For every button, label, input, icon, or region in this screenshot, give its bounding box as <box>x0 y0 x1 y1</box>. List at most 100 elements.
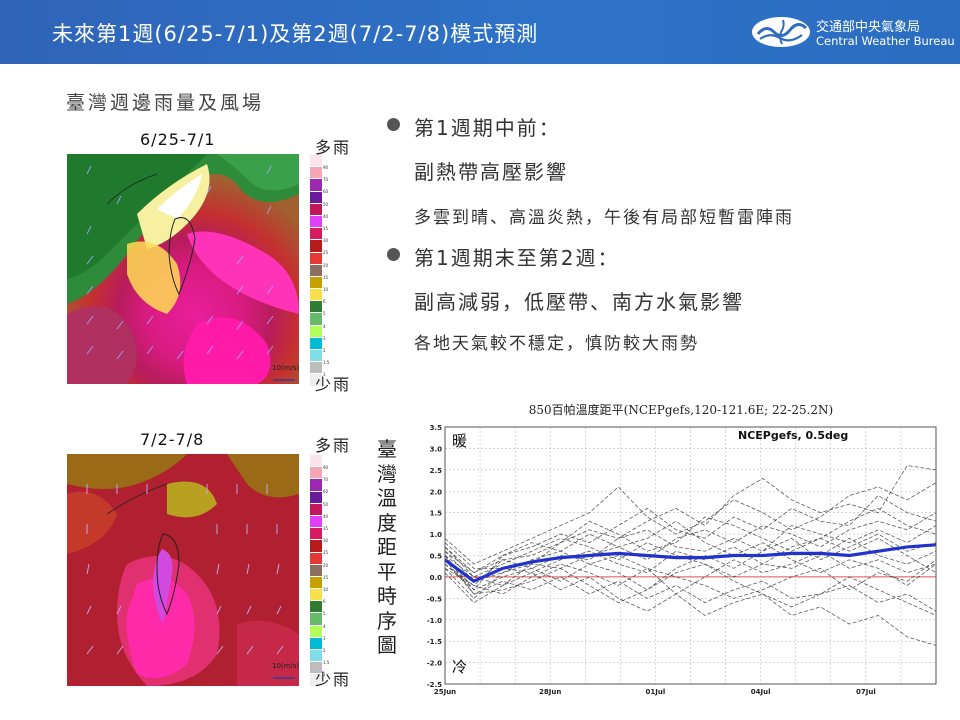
rain-scale-tick: 40 <box>323 213 329 219</box>
bullet-1-dot <box>387 118 400 131</box>
map-1-wind-reference: 10(m/s) <box>272 364 300 372</box>
cwb-logo-icon <box>752 17 810 47</box>
rain-scale-tick: 50 <box>323 501 329 507</box>
chart-x-tick-label: 01Jul <box>646 688 666 696</box>
map-1-dry-label: 少雨 <box>315 375 352 394</box>
chart-y-tick-label: -0.5 <box>427 595 442 603</box>
chart-member-line <box>444 542 937 599</box>
chart-mean-line <box>444 543 937 584</box>
rain-scale-swatch <box>310 637 322 650</box>
vertical-title-char: 時 <box>377 584 397 608</box>
rain-scale-swatch <box>310 264 322 277</box>
chart-y-tick-label: 2.0 <box>430 488 443 496</box>
rain-scale-swatch <box>310 564 322 577</box>
rain-scale-swatch <box>310 589 322 602</box>
chart-x-tick-label: 25Jun <box>434 688 456 696</box>
rain-scale-tick: 10 <box>323 287 329 292</box>
rain-scale-swatch <box>310 662 322 675</box>
chart-y-tick-label: -1.5 <box>427 638 442 646</box>
chart-y-tick-label: 1.0 <box>430 531 443 539</box>
chart-member-line <box>444 512 937 599</box>
rain-scale-tick: 5 <box>323 611 326 617</box>
rain-scale-swatch <box>310 325 322 338</box>
chart-ensemble-members <box>444 465 937 646</box>
rain-scale-swatch <box>310 374 322 387</box>
page-title: 未來第1週(6/25-7/1)及第2週(7/2-7/8)模式預測 <box>52 22 539 46</box>
chart-y-tick-label: -2.0 <box>427 660 442 668</box>
rain-scale-swatch <box>310 650 322 663</box>
chart-warm-label: 暖 <box>452 432 467 450</box>
cwb-logo: 交通部中央氣象局 Central Weather Bureau <box>750 12 955 54</box>
chart-y-tick-label: 0.0 <box>430 574 443 582</box>
rain-scale-swatch <box>310 674 322 687</box>
rain-scale-swatch <box>310 337 322 350</box>
rain-scale-swatch <box>310 601 322 614</box>
rain-scale-swatch <box>310 179 322 192</box>
rain-scale-swatch <box>310 155 322 168</box>
rain-scale-swatch <box>310 313 322 326</box>
chart-frame <box>444 426 937 685</box>
chart-y-tick-label: 1.5 <box>430 510 443 518</box>
rain-wind-map-week2 <box>67 454 299 686</box>
rain-scale-swatch <box>310 528 322 541</box>
rain-scale-tick: 40 <box>323 513 329 519</box>
map-2-rain-color-scale: 90 70 60 50 40 35 30 25 20 15 10 6 5 4 3 2 1.5 1 <box>310 455 329 687</box>
chart-y-tick-label: 2.5 <box>430 467 443 475</box>
map-1-period-label: 6/25-7/1 <box>140 130 216 149</box>
rain-scale-tick: 35 <box>323 226 329 231</box>
rain-scale-swatch <box>310 167 322 180</box>
rain-scale-tick: 50 <box>323 201 329 207</box>
chart-title: 850百帕溫度距平(NCEPgefs,120-121.6E; 22-25.2N) <box>529 402 833 417</box>
bullet-2-line-1: 副高減弱，低壓帶、南方水氣影響 <box>414 290 744 314</box>
rain-scale-swatch <box>310 503 322 516</box>
chart-member-line <box>444 507 937 586</box>
map-1-wet-label: 多雨 <box>315 138 352 157</box>
chart-member-line <box>444 533 937 591</box>
chart-member-line <box>444 537 937 574</box>
rain-scale-tick: 4 <box>323 623 326 629</box>
rain-scale-swatch <box>310 276 322 290</box>
rain-scale-swatch <box>310 552 322 565</box>
rain-scale-tick: 1.5 <box>323 360 330 366</box>
vertical-chart-title: 臺 灣 溫 度 距 平 時 序 圖 <box>375 437 399 658</box>
rain-scale-tick: 70 <box>323 477 329 483</box>
rain-scale-tick: 1 <box>323 672 326 678</box>
rain-scale-tick: 2 <box>323 348 326 353</box>
rain-scale-swatch <box>310 515 322 529</box>
map-2-wind-reference: 10(m/s) <box>272 662 300 670</box>
chart-member-line <box>444 537 937 578</box>
rain-scale-swatch <box>310 215 322 229</box>
chart-member-line <box>444 482 937 565</box>
vertical-title-char: 臺 <box>377 437 397 461</box>
chart-member-line <box>444 465 937 586</box>
chart-y-tick-label: 3.0 <box>430 445 443 453</box>
rain-scale-tick: 60 <box>323 489 329 495</box>
rain-scale-tick: 90 <box>323 465 329 470</box>
rain-scale-swatch <box>310 240 322 253</box>
rain-scale-tick: 4 <box>323 323 326 329</box>
chart-member-line <box>444 550 937 595</box>
rain-scale-tick: 3 <box>323 335 326 341</box>
rain-scale-tick: 70 <box>323 177 329 183</box>
chart-x-tick-label: 04Jul <box>751 688 771 696</box>
bullet-2-heading: 第1週期末至第2週： <box>414 246 620 270</box>
rain-scale-tick: 3 <box>323 635 326 641</box>
rain-scale-tick: 6 <box>323 599 326 605</box>
bullet-2-line-2: 各地天氣較不穩定，慎防較大雨勢 <box>414 334 699 354</box>
logo-english-name: Central Weather Bureau <box>816 34 955 48</box>
rain-scale-swatch <box>310 491 322 504</box>
rain-scale-tick: 30 <box>323 238 329 244</box>
rain-scale-swatch <box>310 350 322 363</box>
vertical-title-char: 灣 <box>377 461 397 486</box>
vertical-title-char: 平 <box>377 559 397 584</box>
rain-scale-swatch <box>310 625 322 638</box>
rain-scale-tick: 10 <box>323 587 329 592</box>
rain-wind-map-week1 <box>67 154 299 384</box>
rain-scale-tick: 25 <box>323 250 329 256</box>
chart-member-line <box>444 525 937 591</box>
map-1-image <box>67 154 299 384</box>
rain-scale-swatch <box>310 203 322 216</box>
bullet-1-heading: 第1週期中前： <box>414 116 561 140</box>
chart-y-tick-label: 3.5 <box>430 424 443 432</box>
vertical-title-char: 溫 <box>377 486 397 510</box>
